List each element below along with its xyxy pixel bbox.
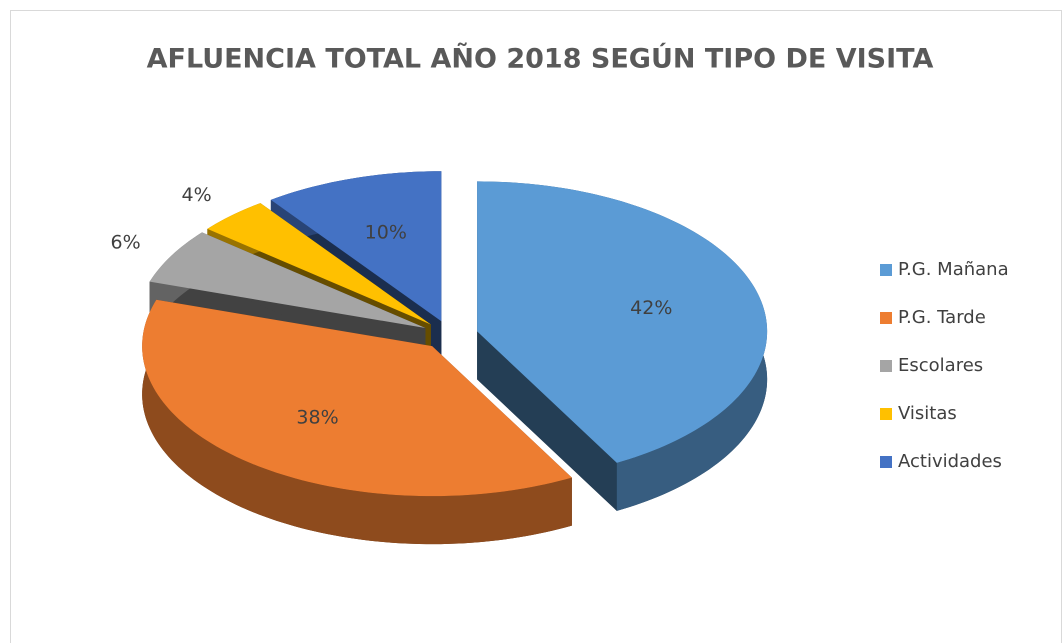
slice-side <box>477 331 617 511</box>
legend-swatch <box>880 408 892 420</box>
slice-side <box>142 299 572 545</box>
legend-swatch <box>880 264 892 276</box>
slice <box>477 181 768 463</box>
legend-swatch <box>880 312 892 324</box>
slice <box>149 232 426 329</box>
data-label: 10% <box>365 221 407 243</box>
data-label: 38% <box>296 406 338 428</box>
data-label: 4% <box>182 184 212 206</box>
slice <box>207 203 431 325</box>
data-label: 42% <box>630 297 672 319</box>
legend-label: Actividades <box>898 451 1002 472</box>
data-label: 6% <box>111 231 141 253</box>
legend-label: Escolares <box>898 355 983 376</box>
legend-swatch <box>880 456 892 468</box>
chart-title: AFLUENCIA TOTAL AÑO 2018 SEGÚN TIPO DE V… <box>147 43 934 75</box>
slice <box>142 299 572 497</box>
legend-swatch <box>880 360 892 372</box>
legend-label: Visitas <box>898 403 957 424</box>
legend-label: P.G. Tarde <box>898 307 986 328</box>
slice <box>270 171 442 322</box>
legend-label: P.G. Mañana <box>898 259 1009 280</box>
